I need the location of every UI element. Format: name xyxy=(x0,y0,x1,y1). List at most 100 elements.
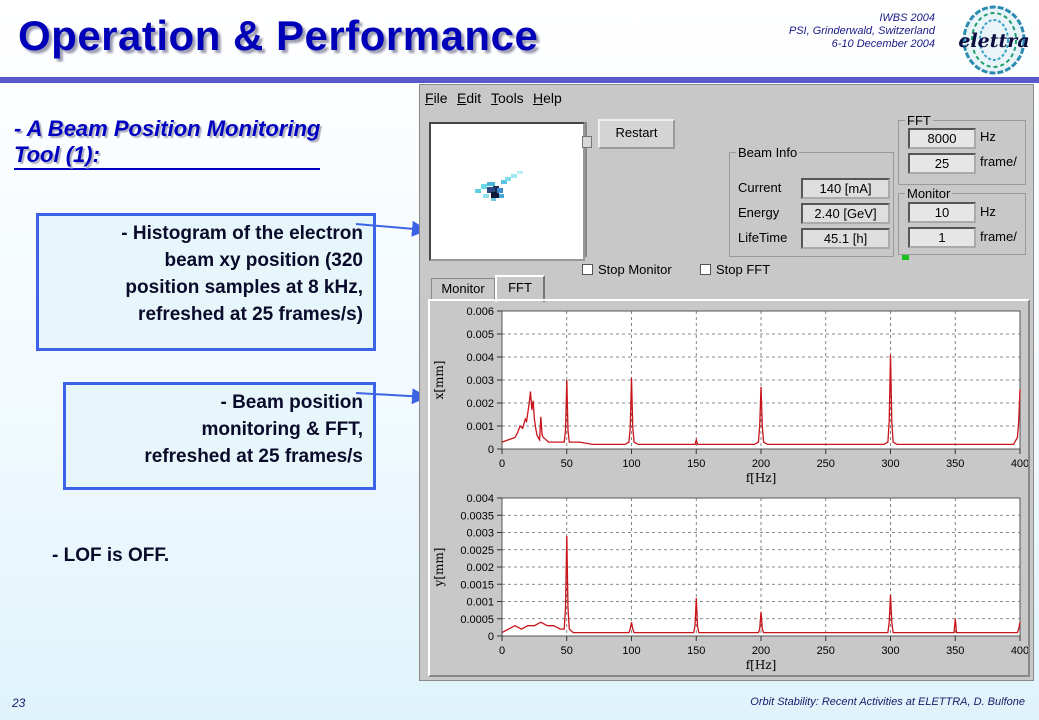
slide-footer: Orbit Stability: Recent Activities at EL… xyxy=(750,696,1025,708)
x-tick-label: 250 xyxy=(817,458,835,470)
fft-callout: - Beam position monitoring & FFT, refres… xyxy=(63,382,376,490)
tab-fft[interactable]: FFT xyxy=(495,275,545,302)
stop-monitor-label: Stop Monitor xyxy=(598,262,672,277)
x-axis-label: f[Hz] xyxy=(746,471,777,485)
y-tick-label: 0.004 xyxy=(466,493,494,505)
fft-y-chart: 0 50 100 150 200 250 300 350 400 0 0.0005 0.001 0.00… xyxy=(432,493,1028,672)
energy-value: 2.40 [GeV] xyxy=(801,203,890,224)
fft-frames-unit: frame/ xyxy=(980,154,1017,169)
y-tick-label: 0 xyxy=(488,631,494,643)
menu-tools[interactable]: Tools xyxy=(491,90,524,106)
monitor-rate-input[interactable]: 10 xyxy=(908,202,976,223)
slider-knob[interactable] xyxy=(582,136,592,148)
checkbox-box[interactable] xyxy=(700,264,711,275)
menu-file[interactable]: File xyxy=(425,90,448,106)
callout2-line: monitoring & FFT, xyxy=(201,419,363,440)
monitor-frames-unit: frame/ xyxy=(980,229,1017,244)
y-axis-label: y[mm] xyxy=(432,548,446,588)
callout1-line: position samples at 8 kHz, xyxy=(125,277,363,298)
fft-rate-input[interactable]: 8000 xyxy=(908,128,976,149)
y-tick-label: 0.001 xyxy=(466,597,494,609)
y-tick-label: 0.003 xyxy=(466,528,494,540)
x-axis-label: f[Hz] xyxy=(746,658,777,672)
x-tick-label: 300 xyxy=(881,458,899,470)
conference-info: IWBS 2004 PSI, Grinderwald, Switzerland … xyxy=(789,12,935,51)
callout2-line: - Beam position xyxy=(220,392,363,413)
status-indicator xyxy=(902,255,909,260)
callout2-line: refreshed at 25 frames/s xyxy=(144,446,363,467)
y-tick-label: 0.004 xyxy=(466,352,494,364)
checkbox-box[interactable] xyxy=(582,264,593,275)
monitor-settings-group: Monitor xyxy=(898,186,1026,255)
histogram-scale-slider[interactable] xyxy=(582,122,592,257)
subtitle-line-1: - A Beam Position Monitoring xyxy=(14,116,321,141)
conference-dates: 6-10 December 2004 xyxy=(831,38,935,50)
y-tick-label: 0.0015 xyxy=(460,579,494,591)
x-tick-label: 350 xyxy=(946,645,964,657)
x-tick-label: 50 xyxy=(561,458,573,470)
x-tick-label: 350 xyxy=(946,458,964,470)
y-tick-label: 0.002 xyxy=(466,398,494,410)
callout1-line: refreshed at 25 frames/s) xyxy=(138,304,363,325)
y-tick-label: 0.005 xyxy=(466,329,494,341)
fft-rate-unit: Hz xyxy=(980,129,996,144)
x-tick-label: 150 xyxy=(687,458,705,470)
beam-monitor-window: File Edit Tools Help xyxy=(419,84,1034,681)
elettra-logo: elettra xyxy=(958,5,1030,75)
fft-x-chart: 0 50 100 150 200 250 300 350 400 0 0.001 0.002 0.003… xyxy=(432,306,1028,485)
subtitle-line-2: Tool (1): xyxy=(14,142,100,167)
y-axis-label: x[mm] xyxy=(432,361,446,400)
title-underline-bar xyxy=(0,77,1039,83)
callout1-line: - Histogram of the electron xyxy=(121,223,363,244)
x-tick-label: 300 xyxy=(881,645,899,657)
x-tick-label: 50 xyxy=(561,645,573,657)
fft-trace xyxy=(501,535,1021,634)
y-tick-label: 0.002 xyxy=(466,562,494,574)
y-tick-label: 0 xyxy=(488,444,494,456)
x-tick-label: 0 xyxy=(499,645,505,657)
page-number: 23 xyxy=(12,696,26,710)
stop-fft-label: Stop FFT xyxy=(716,262,771,277)
energy-label: Energy xyxy=(738,205,780,220)
conference-location: PSI, Grinderwald, Switzerland xyxy=(788,25,935,37)
beam-info-group: Beam Info xyxy=(729,145,894,257)
slider-track xyxy=(585,122,587,257)
x-tick-label: 400 xyxy=(1011,458,1028,470)
menu-help[interactable]: Help xyxy=(533,90,562,106)
fft-frames-input[interactable]: 25 xyxy=(908,153,976,174)
slide-title: Operation & Performance xyxy=(18,12,539,59)
fft-tab-panel: 0 50 100 150 200 250 300 350 400 0 0.001 0.002 0.003… xyxy=(428,299,1030,677)
lifetime-value: 45.1 [h] xyxy=(801,228,890,249)
fft-trace xyxy=(501,354,1021,446)
y-tick-label: 0.0005 xyxy=(460,614,494,626)
callout1-line: beam xy position (320 xyxy=(164,250,363,271)
histogram-plot xyxy=(475,171,523,201)
monitor-legend: Monitor xyxy=(907,186,951,201)
monitor-frames-input[interactable]: 1 xyxy=(908,227,976,248)
lifetime-label: LifeTime xyxy=(738,230,788,245)
beam-info-legend: Beam Info xyxy=(738,145,798,160)
current-label: Current xyxy=(738,180,782,195)
monitor-rate-unit: Hz xyxy=(980,204,996,219)
y-tick-label: 0.001 xyxy=(466,421,494,433)
x-tick-label: 100 xyxy=(622,645,640,657)
x-tick-label: 150 xyxy=(687,645,705,657)
menu-edit[interactable]: Edit xyxy=(457,90,482,106)
lof-status-note: - LOF is OFF. xyxy=(52,545,170,566)
histogram-callout: - Histogram of the electron beam xy posi… xyxy=(36,213,376,351)
stop-monitor-checkbox[interactable]: Stop Monitor xyxy=(582,262,672,277)
x-tick-label: 0 xyxy=(499,458,505,470)
restart-button[interactable]: Restart xyxy=(598,119,675,149)
x-tick-label: 200 xyxy=(752,458,770,470)
stop-fft-checkbox[interactable]: Stop FFT xyxy=(700,262,770,277)
slide-subtitle: - A Beam Position Monitoring Tool (1): xyxy=(14,116,321,170)
fft-legend: FFT xyxy=(907,113,931,128)
y-tick-label: 0.0035 xyxy=(460,510,494,522)
tab-monitor[interactable]: Monitor xyxy=(431,278,495,299)
x-tick-label: 400 xyxy=(1011,645,1028,657)
y-tick-label: 0.003 xyxy=(466,375,494,387)
x-tick-label: 250 xyxy=(817,645,835,657)
y-tick-label: 0.006 xyxy=(466,306,494,318)
xy-position-histogram xyxy=(429,122,585,261)
current-value: 140 [mA] xyxy=(801,178,890,199)
